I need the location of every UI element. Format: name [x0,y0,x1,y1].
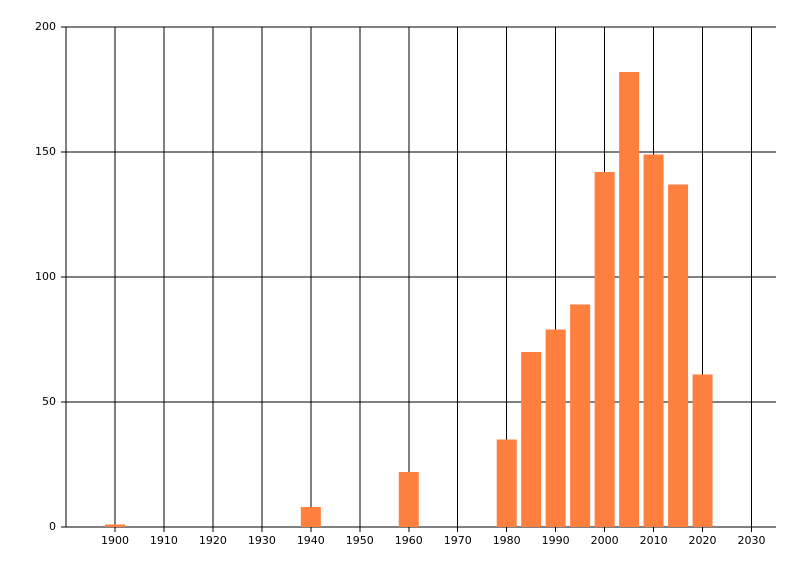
bar [619,72,640,527]
x-tick-label: 1900 [101,534,129,547]
bar [692,374,713,527]
x-tick-label: 1940 [297,534,325,547]
x-tick-label: 2030 [738,534,766,547]
y-tick-label: 200 [35,20,56,33]
y-tick-label: 100 [35,270,56,283]
x-tick-label: 1930 [248,534,276,547]
x-tick-label: 1920 [199,534,227,547]
y-tick-label: 50 [42,395,56,408]
x-tick-label: 1950 [346,534,374,547]
bar [594,172,615,527]
bar [570,304,591,527]
bar [668,184,689,527]
y-tick-label: 150 [35,145,56,158]
x-tick-label: 2010 [640,534,668,547]
x-tick-label: 1980 [493,534,521,547]
x-tick-label: 2000 [591,534,619,547]
bar [398,472,419,527]
x-tick-label: 2020 [689,534,717,547]
x-tick-label: 1990 [542,534,570,547]
bar [300,507,321,527]
bar [545,329,566,527]
x-tick-label: 1960 [395,534,423,547]
bar [521,352,542,527]
bar [104,524,125,527]
x-tick-label: 1970 [444,534,472,547]
y-tick-label: 0 [49,520,56,533]
x-tick-label: 1910 [150,534,178,547]
bar [496,439,517,527]
bar [643,154,664,527]
